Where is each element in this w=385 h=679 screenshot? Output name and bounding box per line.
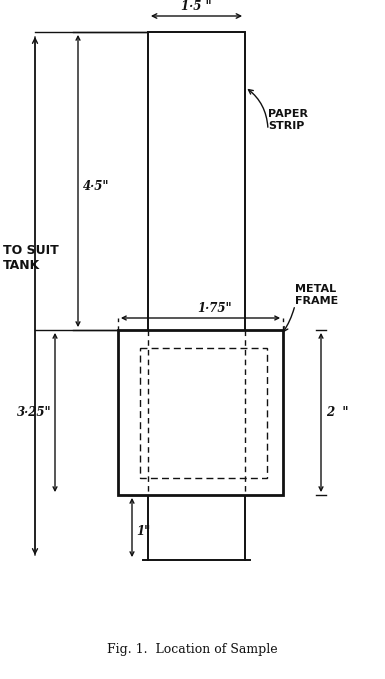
Text: PAPER
STRIP: PAPER STRIP (268, 109, 308, 131)
Bar (148, 32, 245, 370)
Text: TO SUIT
TANK: TO SUIT TANK (3, 244, 59, 272)
Text: 1·75": 1·75" (197, 302, 232, 315)
Text: 1·5 ": 1·5 " (181, 0, 212, 13)
Text: Fig. 1.  Location of Sample: Fig. 1. Location of Sample (107, 644, 277, 657)
Text: 3·25": 3·25" (17, 406, 52, 419)
Text: –1·25": –1·25" (201, 399, 240, 410)
Text: 2  ": 2 " (326, 406, 348, 419)
Bar (118, 330, 283, 495)
Text: METAL
FRAME: METAL FRAME (295, 285, 338, 306)
Text: 4·5": 4·5" (83, 179, 109, 193)
Text: 1": 1" (136, 525, 150, 538)
Bar (140, 348, 267, 478)
